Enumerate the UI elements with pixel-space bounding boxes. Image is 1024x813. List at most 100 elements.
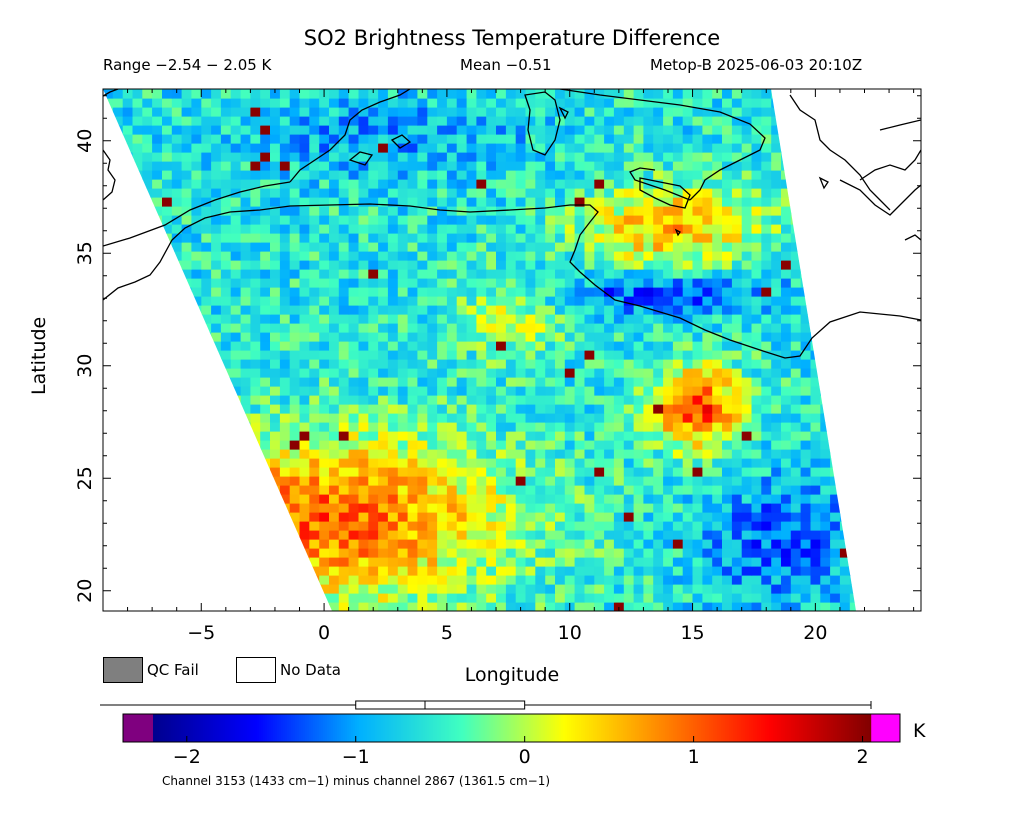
heatmap-cell xyxy=(525,368,536,378)
heatmap-cell xyxy=(299,143,310,153)
heatmap-cell xyxy=(122,503,134,513)
heatmap-cell xyxy=(515,341,527,351)
heatmap-cell xyxy=(230,503,242,513)
heatmap-cell xyxy=(250,584,261,594)
heatmap-cell xyxy=(722,269,733,279)
heatmap-cell xyxy=(230,539,242,549)
heatmap-cell xyxy=(879,476,889,486)
heatmap-cell xyxy=(446,377,458,387)
heatmap-cell xyxy=(712,431,723,441)
heatmap-cell xyxy=(270,386,281,396)
heatmap-cell xyxy=(446,332,458,342)
heatmap-cell xyxy=(289,557,301,567)
heatmap-cell xyxy=(663,206,674,216)
heatmap-cell xyxy=(672,89,684,99)
heatmap-cell xyxy=(299,557,310,567)
heatmap-cell xyxy=(849,476,856,486)
heatmap-cell xyxy=(270,107,281,117)
heatmap-cell xyxy=(368,323,379,333)
heatmap-cell xyxy=(181,422,192,432)
heatmap-cell xyxy=(103,494,114,504)
heatmap-cell xyxy=(309,197,320,207)
heatmap-cell xyxy=(171,575,183,585)
heatmap-cell xyxy=(790,134,802,144)
heatmap-cell xyxy=(368,548,379,558)
heatmap-cell xyxy=(250,269,261,279)
heatmap-cell xyxy=(152,179,163,189)
heatmap-cell xyxy=(299,134,310,144)
heatmap-cell xyxy=(545,395,556,405)
heatmap-cell xyxy=(201,206,212,216)
heatmap-cell xyxy=(604,260,615,270)
heatmap-cell xyxy=(860,539,870,549)
heatmap-cell xyxy=(260,521,271,531)
heatmap-cell xyxy=(909,143,919,153)
heatmap-cell xyxy=(839,98,851,108)
heatmap-cell xyxy=(112,602,124,611)
heatmap-cell xyxy=(378,584,389,594)
heatmap-cell xyxy=(761,125,772,135)
heatmap-cell xyxy=(564,296,576,306)
heatmap-cell xyxy=(731,233,743,243)
heatmap-cell xyxy=(515,566,527,576)
heatmap-cell xyxy=(289,341,301,351)
heatmap-cell xyxy=(653,485,664,495)
heatmap-cell xyxy=(860,566,870,576)
heatmap-cell xyxy=(319,116,330,126)
heatmap-cell xyxy=(535,386,546,396)
heatmap-cell xyxy=(250,287,261,297)
heatmap-cell xyxy=(613,107,625,117)
heatmap-cell xyxy=(476,314,487,324)
heatmap-cell xyxy=(220,233,232,243)
heatmap-cell xyxy=(378,197,389,207)
heatmap-cell xyxy=(142,296,153,306)
heatmap-cell xyxy=(299,98,310,108)
heatmap-cell xyxy=(456,476,468,486)
heatmap-cell xyxy=(751,269,762,279)
heatmap-cell xyxy=(830,602,841,611)
heatmap-cell xyxy=(604,278,615,288)
heatmap-cell xyxy=(240,395,251,405)
heatmap-cell xyxy=(535,332,546,342)
heatmap-cell xyxy=(623,224,635,234)
heatmap-cell xyxy=(722,242,733,252)
heatmap-cell xyxy=(289,350,301,360)
heatmap-cell xyxy=(476,251,487,261)
heatmap-cell xyxy=(338,413,350,423)
heatmap-cell xyxy=(810,107,821,117)
heatmap-cell xyxy=(761,566,772,576)
heatmap-cell xyxy=(613,152,625,162)
heatmap-cell xyxy=(358,143,369,153)
heatmap-cell xyxy=(387,206,399,216)
heatmap-cell xyxy=(613,206,625,216)
heatmap-cell xyxy=(653,278,664,288)
heatmap-cell xyxy=(486,296,497,306)
heatmap-cell xyxy=(555,575,566,585)
heatmap-cell xyxy=(338,485,350,495)
heatmap-cell xyxy=(427,350,438,360)
heatmap-cell xyxy=(142,503,153,513)
heatmap-cell xyxy=(722,107,733,117)
heatmap-cell xyxy=(152,602,163,611)
heatmap-cell xyxy=(338,512,350,522)
heatmap-cell xyxy=(909,476,919,486)
heatmap-cell xyxy=(122,188,134,198)
heatmap-cell xyxy=(368,440,379,450)
heatmap-cell xyxy=(781,134,792,144)
heatmap-cell xyxy=(555,197,566,207)
heatmap-cell xyxy=(348,575,359,585)
heatmap-cell xyxy=(633,188,644,198)
heatmap-cell xyxy=(810,332,821,342)
heatmap-cell xyxy=(839,404,851,414)
heatmap-cell xyxy=(830,395,841,405)
heatmap-cell xyxy=(633,296,644,306)
heatmap-cell xyxy=(712,368,723,378)
heatmap-cell xyxy=(899,89,909,99)
heatmap-cell xyxy=(112,476,124,486)
heatmap-cell xyxy=(584,485,595,495)
heatmap-cell xyxy=(741,89,753,99)
heatmap-cell xyxy=(397,233,409,243)
heatmap-cell xyxy=(525,539,536,549)
heatmap-cell xyxy=(407,98,418,108)
heatmap-cell xyxy=(781,449,792,459)
